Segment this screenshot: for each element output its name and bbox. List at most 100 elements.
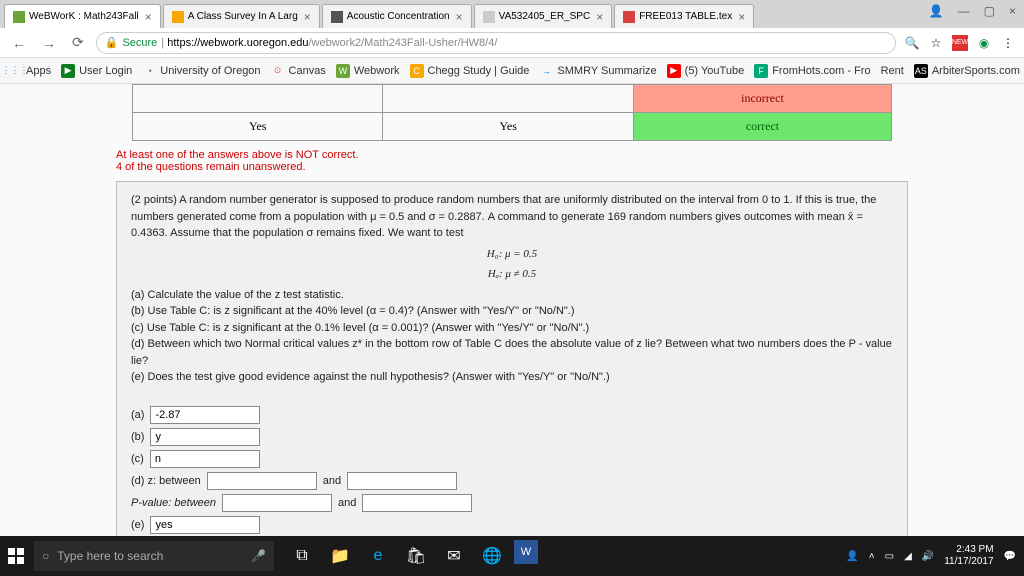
reload-icon[interactable]: ⟳: [68, 32, 88, 53]
bm-uoregon[interactable]: ◔University of Oregon: [142, 64, 260, 78]
tab-chegg[interactable]: A Class Survey In A Larg ×: [163, 4, 320, 28]
answer-row-d: (d) z: between and: [131, 472, 893, 490]
chrome-icon[interactable]: 🌐: [476, 540, 508, 572]
problem-box: (2 points) A random number generator is …: [116, 181, 908, 536]
bookmark-bar: ⋮⋮⋮Apps ▶User Login ◔University of Orego…: [0, 58, 1024, 84]
close-window-icon[interactable]: ×: [1009, 4, 1016, 18]
bm-icon: W: [336, 64, 350, 78]
lock-icon: 🔒: [105, 36, 119, 49]
answer-b-input[interactable]: [150, 428, 260, 446]
bm-webwork[interactable]: WWebwork: [336, 64, 400, 78]
hypothesis-null: H₀: μ = 0.5: [131, 246, 893, 263]
answer-a-input[interactable]: [150, 406, 260, 424]
bm-icon: →: [539, 64, 553, 78]
bm-icon: F: [754, 64, 768, 78]
secure-label: Secure: [122, 37, 157, 49]
battery-icon[interactable]: ▭: [885, 551, 894, 562]
start-icon[interactable]: [8, 548, 24, 564]
addr-actions: 🔍 ☆ NEW ◉ ⋮: [904, 35, 1016, 51]
bm-fromhots[interactable]: FFromHots.com - Fro: [754, 64, 870, 78]
close-icon[interactable]: ×: [145, 10, 152, 24]
tab-free013[interactable]: FREE013 TABLE.tex ×: [614, 4, 754, 28]
explorer-icon[interactable]: 📁: [324, 540, 356, 572]
bm-smmry[interactable]: →SMMRY Summarize: [539, 64, 656, 78]
star-icon[interactable]: ☆: [928, 35, 944, 51]
hypothesis-alt: Hₐ: μ ≠ 0.5: [131, 266, 893, 283]
taskview-icon[interactable]: ⧉: [286, 540, 318, 572]
word-icon[interactable]: W: [514, 540, 538, 564]
cortana-icon: ○: [42, 549, 49, 563]
browser-tab-bar: WeBWorK : Math243Fall × A Class Survey I…: [0, 0, 1024, 28]
tab-title: Acoustic Concentration: [347, 11, 450, 22]
tab-icon: [172, 11, 184, 23]
close-icon[interactable]: ×: [596, 10, 603, 24]
bm-canvas[interactable]: ⊙Canvas: [271, 64, 326, 78]
forward-icon[interactable]: →: [38, 33, 60, 53]
notifications-icon[interactable]: 💬: [1004, 551, 1016, 562]
apps-icon: ⋮⋮⋮: [8, 64, 22, 78]
tab-title: VA532405_ER_SPC: [499, 11, 591, 22]
bm-userlogin[interactable]: ▶User Login: [61, 64, 132, 78]
tab-acoustic[interactable]: Acoustic Concentration ×: [322, 4, 472, 28]
answer-e-input[interactable]: [150, 516, 260, 534]
answer-p2-input[interactable]: [362, 494, 472, 512]
bm-youtube[interactable]: ▶(5) YouTube: [667, 64, 745, 78]
bm-apps[interactable]: ⋮⋮⋮Apps: [8, 64, 51, 78]
people-icon[interactable]: 👤: [846, 551, 858, 562]
mic-icon: 🎤: [251, 549, 266, 563]
taskbar-apps: ⧉ 📁 e 🛍 ✉ 🌐 W: [286, 540, 538, 572]
ext2-icon[interactable]: ◉: [976, 35, 992, 51]
ext-icon[interactable]: NEW: [952, 35, 968, 51]
close-icon[interactable]: ×: [738, 10, 745, 24]
taskbar-search[interactable]: ○ Type here to search 🎤: [34, 541, 274, 571]
tab-title: A Class Survey In A Larg: [188, 11, 298, 22]
url-input[interactable]: 🔒 Secure | https://webwork.uoregon.edu /…: [96, 32, 896, 54]
table-cell: Yes: [133, 113, 383, 141]
minimize-icon[interactable]: —: [958, 4, 970, 18]
volume-icon[interactable]: 🔊: [922, 551, 934, 562]
url-host: https://webwork.uoregon.edu: [167, 37, 308, 49]
answer-row-p: P-value: between and: [131, 494, 893, 512]
tab-va5[interactable]: VA532405_ER_SPC ×: [474, 4, 613, 28]
error-message: At least one of the answers above is NOT…: [116, 149, 1008, 173]
address-bar: ← → ⟳ 🔒 Secure | https://webwork.uoregon…: [0, 28, 1024, 58]
answer-status-table: incorrect Yes Yes correct: [132, 84, 892, 141]
close-icon[interactable]: ×: [456, 10, 463, 24]
back-icon[interactable]: ←: [8, 33, 30, 53]
bm-chegg[interactable]: CChegg Study | Guide: [410, 64, 530, 78]
bm-icon: AS: [914, 64, 928, 78]
edge-icon[interactable]: e: [362, 540, 394, 572]
answer-d1-input[interactable]: [207, 472, 317, 490]
window-controls: 👤 — ▢ ×: [929, 4, 1016, 18]
tab-icon: [13, 11, 25, 23]
answer-row-b: (b): [131, 428, 893, 446]
zoom-icon[interactable]: 🔍: [904, 35, 920, 51]
clock[interactable]: 2:43 PM 11/17/2017: [944, 544, 993, 568]
store-icon[interactable]: 🛍: [400, 540, 432, 572]
url-path: /webwork2/Math243Fall-Usher/HW8/4/: [308, 37, 497, 49]
bm-rent[interactable]: Rent: [881, 65, 904, 77]
system-tray: 👤 ˄ ▭ ◢ 🔊 2:43 PM 11/17/2017 💬: [846, 544, 1016, 568]
bm-arbiter[interactable]: ASArbiterSports.com: [914, 64, 1020, 78]
close-icon[interactable]: ×: [304, 10, 311, 24]
tray-up-icon[interactable]: ˄: [869, 551, 875, 562]
menu-icon[interactable]: ⋮: [1000, 35, 1016, 51]
answer-p1-input[interactable]: [222, 494, 332, 512]
tab-icon: [623, 11, 635, 23]
tab-icon: [483, 11, 495, 23]
bm-icon: ▶: [667, 64, 681, 78]
user-icon[interactable]: 👤: [929, 4, 944, 18]
tab-webwork[interactable]: WeBWorK : Math243Fall ×: [4, 4, 161, 28]
table-cell: Yes: [383, 113, 633, 141]
part-d: (d) Between which two Normal critical va…: [131, 336, 893, 369]
maximize-icon[interactable]: ▢: [984, 4, 995, 18]
answer-c-input[interactable]: [150, 450, 260, 468]
part-b: (b) Use Table C: is z significant at the…: [131, 303, 893, 320]
wifi-icon[interactable]: ◢: [904, 551, 912, 562]
mail-icon[interactable]: ✉: [438, 540, 470, 572]
windows-taskbar: ○ Type here to search 🎤 ⧉ 📁 e 🛍 ✉ 🌐 W 👤 …: [0, 536, 1024, 576]
problem-intro: (2 points) A random number generator is …: [131, 192, 893, 242]
bm-icon: C: [410, 64, 424, 78]
part-a: (a) Calculate the value of the z test st…: [131, 287, 893, 304]
answer-d2-input[interactable]: [347, 472, 457, 490]
